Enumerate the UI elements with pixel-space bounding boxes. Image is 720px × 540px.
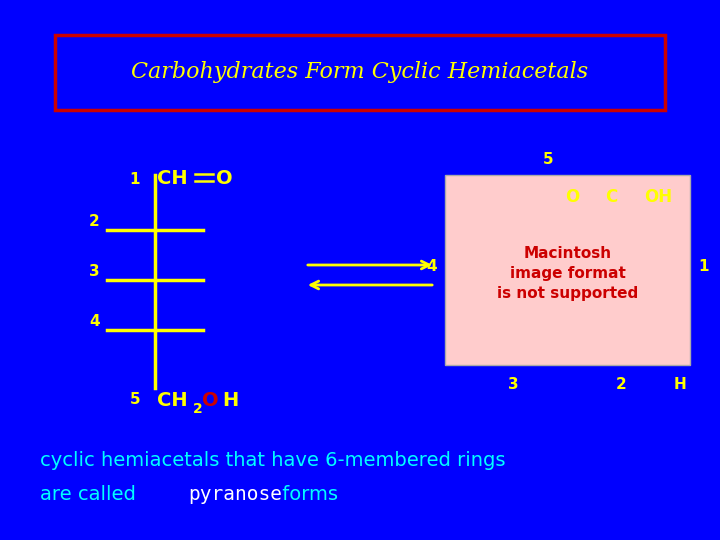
Text: 3: 3 (508, 377, 519, 392)
Text: 2: 2 (89, 214, 100, 230)
Text: O: O (202, 390, 219, 409)
Text: OH: OH (644, 188, 672, 206)
Text: Macintosh
image format
is not supported: Macintosh image format is not supported (497, 246, 638, 301)
Text: H: H (674, 377, 687, 392)
Bar (55, 35, 665, 110)
Text: 4: 4 (426, 259, 437, 274)
Text: 4: 4 (89, 314, 100, 329)
Text: 5: 5 (130, 393, 140, 408)
Text: O: O (216, 168, 233, 187)
Text: 2: 2 (616, 377, 627, 392)
Text: 2: 2 (193, 402, 203, 416)
Text: 5: 5 (543, 152, 553, 167)
Text: C: C (606, 188, 618, 206)
Text: Carbohydrates Form Cyclic Hemiacetals: Carbohydrates Form Cyclic Hemiacetals (132, 61, 588, 83)
Text: cyclic hemiacetals that have 6-membered rings: cyclic hemiacetals that have 6-membered … (40, 450, 505, 469)
Text: CH: CH (157, 168, 188, 187)
Text: O: O (565, 188, 580, 206)
Text: CH: CH (157, 390, 188, 409)
Text: 1: 1 (698, 259, 708, 274)
Text: 1: 1 (130, 172, 140, 187)
Text: H: H (222, 390, 238, 409)
Text: pyranose: pyranose (188, 485, 282, 504)
Text: 3: 3 (89, 265, 100, 280)
Text: are called: are called (40, 485, 142, 504)
Text: forms: forms (276, 485, 338, 504)
Bar (445, 175, 690, 365)
